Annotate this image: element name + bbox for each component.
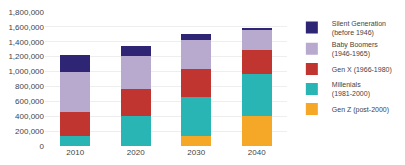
svg-text:600,000: 600,000 [15,97,44,106]
svg-text:2010: 2010 [66,148,84,157]
svg-text:1,400,000: 1,400,000 [8,38,44,47]
svg-text:Gen X (1966-1980): Gen X (1966-1980) [332,66,392,74]
svg-text:Silent Generation(before 1946): Silent Generation(before 1946) [332,20,386,37]
svg-text:2020: 2020 [127,148,145,157]
svg-text:2040: 2040 [248,148,266,157]
svg-text:Gen Z (post-2000): Gen Z (post-2000) [332,106,389,114]
svg-text:1,200,000: 1,200,000 [8,52,44,61]
svg-text:0: 0 [40,142,45,151]
svg-text:2030: 2030 [187,148,205,157]
svg-text:400,000: 400,000 [15,112,44,121]
svg-text:1,600,000: 1,600,000 [8,23,44,32]
svg-text:1,800,000: 1,800,000 [8,8,44,17]
svg-text:Baby Boomers(1946-1965): Baby Boomers(1946-1965) [332,41,378,58]
svg-text:800,000: 800,000 [15,82,44,91]
svg-text:Millenials(1981-2000): Millenials(1981-2000) [332,81,370,98]
svg-text:1,000,000: 1,000,000 [8,67,44,76]
svg-text:200,000: 200,000 [15,127,44,136]
